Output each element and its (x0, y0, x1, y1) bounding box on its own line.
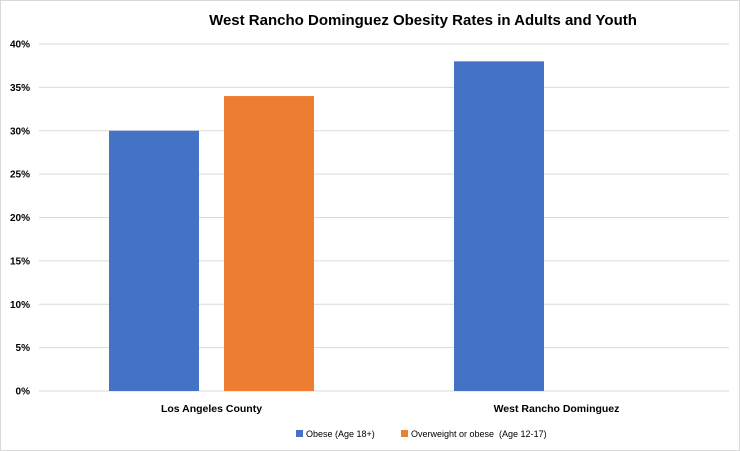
y-tick-label: 35% (10, 83, 30, 94)
x-category-label: West Rancho Dominguez (494, 403, 620, 415)
legend: Obese (Age 18+) Overweight or obese (Age … (296, 429, 547, 439)
y-tick-label: 5% (16, 343, 31, 354)
bar-obese-west-rancho-dominguez (454, 61, 544, 391)
bar-overweight-la-county (224, 96, 314, 392)
y-tick-label: 30% (10, 126, 30, 137)
legend-label: Overweight or obese (Age 12-17) (411, 429, 547, 439)
y-tick-label: 25% (10, 170, 30, 181)
y-tick-label: 0% (16, 387, 31, 398)
x-category-label: Los Angeles County (161, 403, 262, 415)
y-tick-label: 10% (10, 300, 30, 311)
y-tick-label: 40% (10, 40, 30, 51)
legend-swatch (401, 430, 408, 437)
y-tick-label: 20% (10, 213, 30, 224)
bar-obese-la-county (109, 130, 199, 391)
bars (109, 61, 544, 392)
y-tick-label: 15% (10, 256, 30, 267)
x-axis-category-labels: Los Angeles County West Rancho Dominguez (161, 403, 619, 415)
legend-label: Obese (Age 18+) (306, 429, 375, 439)
legend-swatch (296, 430, 303, 437)
y-axis-tick-labels: 0% 5% 10% 15% 20% 25% 30% 35% 40% (10, 40, 30, 398)
chart-title: West Rancho Dominguez Obesity Rates in A… (209, 12, 637, 29)
